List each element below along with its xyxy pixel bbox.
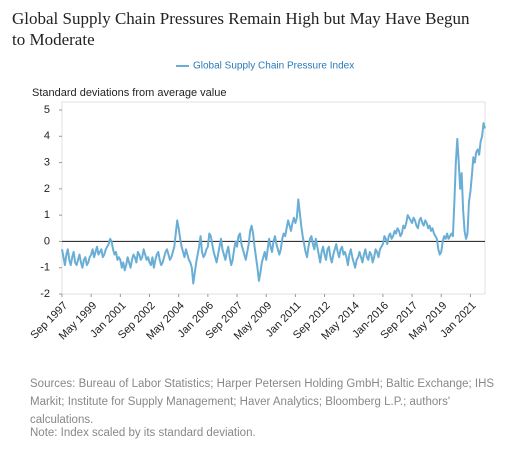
y-tick-label: 0 (44, 235, 50, 247)
y-axis-label: Standard deviations from average value (32, 87, 226, 99)
y-tick-label: 1 (44, 209, 50, 221)
y-tick-label: 5 (44, 104, 50, 116)
y-tick-label: -2 (40, 288, 50, 300)
y-tick-label: -1 (40, 262, 50, 274)
source-note: Sources: Bureau of Labor Statistics; Har… (30, 378, 495, 426)
y-tick-label: 3 (44, 156, 50, 168)
footnote: Note: Index scaled by its standard devia… (30, 427, 256, 439)
plot-frame (61, 101, 486, 295)
series-line (61, 122, 486, 285)
chart-title: Global Supply Chain Pressures Remain Hig… (12, 9, 470, 49)
y-tick-label: 2 (44, 183, 50, 195)
legend-label: Global Supply Chain Pressure Index (193, 61, 354, 72)
y-tick-label: 4 (44, 130, 50, 142)
